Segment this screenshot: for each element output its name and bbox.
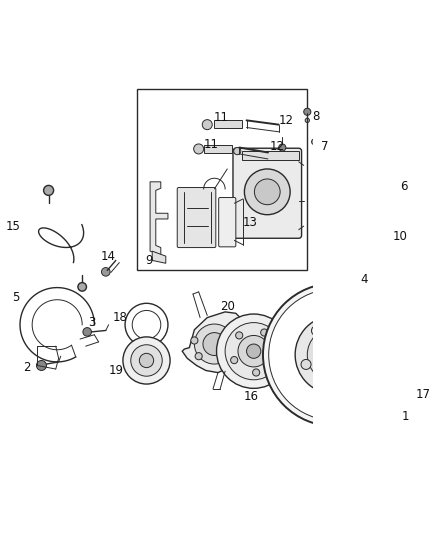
Text: 13: 13 [243,216,258,229]
Circle shape [238,335,269,367]
Circle shape [377,402,384,410]
Polygon shape [182,312,249,373]
FancyBboxPatch shape [219,198,236,247]
Circle shape [254,179,280,205]
FancyBboxPatch shape [233,148,302,238]
Circle shape [225,322,282,380]
Text: 16: 16 [244,390,259,403]
Text: 4: 4 [361,273,368,286]
Text: 8: 8 [312,110,320,123]
Circle shape [279,144,286,151]
Circle shape [320,341,349,369]
Circle shape [216,314,291,389]
Circle shape [36,360,46,370]
Circle shape [102,268,110,276]
Circle shape [247,344,261,358]
Text: 20: 20 [220,300,235,313]
Text: 19: 19 [108,364,123,377]
Polygon shape [150,182,168,255]
Text: 2: 2 [23,361,31,374]
Circle shape [203,333,226,356]
Circle shape [403,398,414,409]
Circle shape [263,284,406,426]
Circle shape [399,393,419,414]
Circle shape [83,328,92,336]
Circle shape [131,345,162,376]
Text: 5: 5 [12,291,19,304]
Text: 17: 17 [416,387,431,401]
Circle shape [123,337,170,384]
Circle shape [195,353,202,360]
Text: 9: 9 [145,254,152,267]
Text: 14: 14 [101,251,116,263]
Circle shape [305,118,309,123]
Circle shape [253,369,260,376]
FancyBboxPatch shape [205,144,232,152]
Circle shape [244,169,290,215]
Circle shape [307,328,362,382]
Text: 15: 15 [5,220,20,232]
Circle shape [234,148,241,155]
Text: 1: 1 [402,410,410,423]
Circle shape [301,359,311,369]
Text: 12: 12 [270,140,285,152]
Circle shape [202,119,212,130]
Circle shape [311,326,321,336]
Circle shape [194,324,234,364]
Circle shape [271,352,278,359]
Circle shape [261,329,268,336]
Circle shape [78,282,86,291]
Text: 11: 11 [214,111,229,124]
Circle shape [231,357,238,364]
Text: 7: 7 [321,140,329,152]
Circle shape [139,353,154,368]
Circle shape [406,401,411,406]
Text: 18: 18 [113,311,127,324]
FancyBboxPatch shape [137,89,307,270]
FancyBboxPatch shape [177,188,216,247]
Circle shape [268,289,400,421]
Circle shape [191,337,198,344]
Circle shape [330,380,340,390]
Circle shape [311,139,317,144]
Text: 12: 12 [279,114,293,127]
Circle shape [44,185,53,196]
Text: 6: 6 [400,180,407,193]
Text: 10: 10 [393,230,408,244]
Polygon shape [241,151,299,160]
Circle shape [304,108,311,115]
FancyBboxPatch shape [214,120,241,128]
Circle shape [295,316,374,394]
Circle shape [194,144,204,154]
Circle shape [358,359,368,369]
Text: 3: 3 [88,316,95,329]
Circle shape [236,332,243,339]
Circle shape [347,325,357,335]
Polygon shape [152,251,166,263]
Text: 11: 11 [203,138,218,151]
